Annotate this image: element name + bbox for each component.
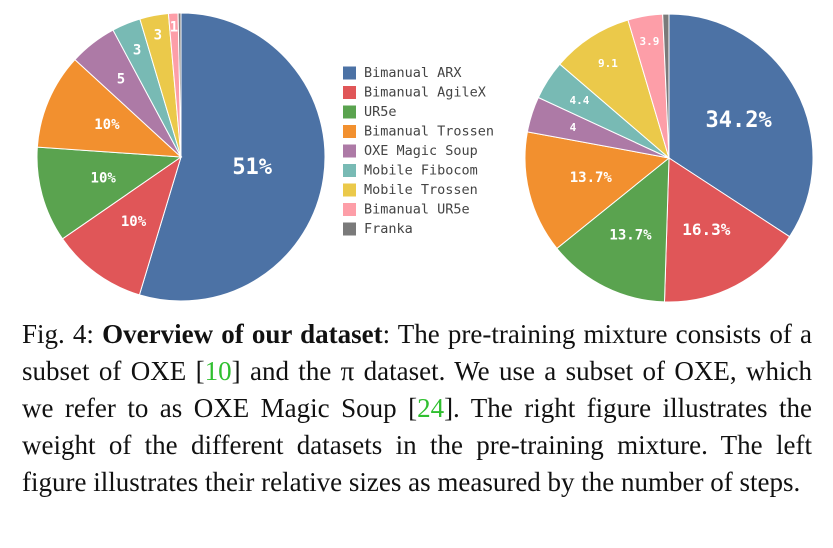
- pie-slice-label: 10%: [121, 214, 147, 230]
- pie-slice-bimanual-agilex: [663, 157, 791, 303]
- caption-title: Overview of our dataset: [102, 319, 383, 349]
- pie-slice-bimanual-agilex: [61, 155, 182, 296]
- pie-slice-bimanual-trossen: [36, 58, 183, 158]
- legend-swatch: [343, 144, 356, 158]
- caption-reference-link[interactable]: 24: [417, 393, 445, 423]
- pie-slice-label: 3: [154, 27, 162, 43]
- pie-slice-label: 9.1: [598, 57, 618, 70]
- pie-slice-label: 1: [170, 20, 178, 36]
- legend: Bimanual ARX Bimanual AgileX UR5e Bimanual …: [343, 65, 494, 237]
- pie-chart-right: 34.2% 16.3% 13.7% 13.7% 4 4.4 9.1 3.9: [524, 13, 814, 303]
- caption-fig-label: Fig. 4:: [22, 319, 94, 349]
- pie-slice-mobile-trossen: [559, 19, 670, 160]
- caption-text-3: ]. The right figure illustrates the weig…: [22, 393, 812, 497]
- legend-label: Bimanual AgileX: [364, 85, 486, 101]
- pie-slice-label: 4: [570, 121, 577, 134]
- legend-swatch: [343, 125, 356, 138]
- pie-slice-label: 3: [133, 43, 141, 59]
- pie-slice-label: 10%: [91, 170, 117, 186]
- legend-label: Bimanual Trossen: [364, 124, 494, 140]
- legend-label: Mobile Fibocom: [364, 163, 478, 179]
- pie-slice-label: 51%: [232, 155, 272, 180]
- pie-slice-label: 10%: [94, 117, 120, 133]
- legend-swatch: [343, 66, 356, 80]
- pie-slice-bimanual-trossen: [524, 131, 671, 250]
- pie-slice-bimanual-arx: [138, 12, 326, 302]
- figure-caption: Fig. 4: Overview of our dataset: The pre…: [22, 316, 812, 501]
- pie-slice-ur5e: [36, 146, 183, 240]
- pie-slice-franka: [662, 13, 670, 159]
- legend-label: UR5e: [364, 104, 397, 120]
- pie-slice-franka: [177, 12, 182, 158]
- legend-swatch: [343, 222, 356, 236]
- pie-slice-label: 3.9: [639, 35, 659, 48]
- legend-swatch: [343, 203, 356, 216]
- legend-label: Bimanual UR5e: [364, 202, 470, 218]
- figure: 51%10%10%10%533 1 34.2%16.3%13.7%13.7%44.…: [36, 12, 814, 303]
- legend-label: Bimanual ARX: [364, 65, 462, 81]
- pie-slice-label: 34.2%: [705, 108, 772, 133]
- pie-slice-label: 16.3%: [682, 220, 731, 239]
- legend-label: Mobile Trossen: [364, 182, 478, 198]
- legend-label: OXE Magic Soup: [364, 143, 478, 159]
- pie-chart-left: 51%10%10%10%533 1: [36, 12, 326, 302]
- legend-swatch: [343, 164, 356, 177]
- pie-slice-label: 13.7%: [570, 170, 613, 186]
- caption-text-1: : The pre-training mixture consists of a…: [22, 319, 813, 386]
- pie-slice-ur5e: [556, 156, 670, 303]
- pie-slice-label: 4.4: [569, 94, 589, 107]
- legend-swatch: [343, 183, 356, 197]
- pie-slice-label: 5: [117, 72, 125, 88]
- legend-label: Franka: [364, 221, 413, 237]
- legend-swatch: [343, 105, 356, 119]
- legend-swatch: [343, 86, 356, 99]
- caption-text-2: ] and the π dataset. We use a subset of …: [22, 356, 812, 423]
- pie-slice-label: 13.7%: [609, 227, 652, 243]
- caption-reference-link[interactable]: 10: [204, 356, 232, 386]
